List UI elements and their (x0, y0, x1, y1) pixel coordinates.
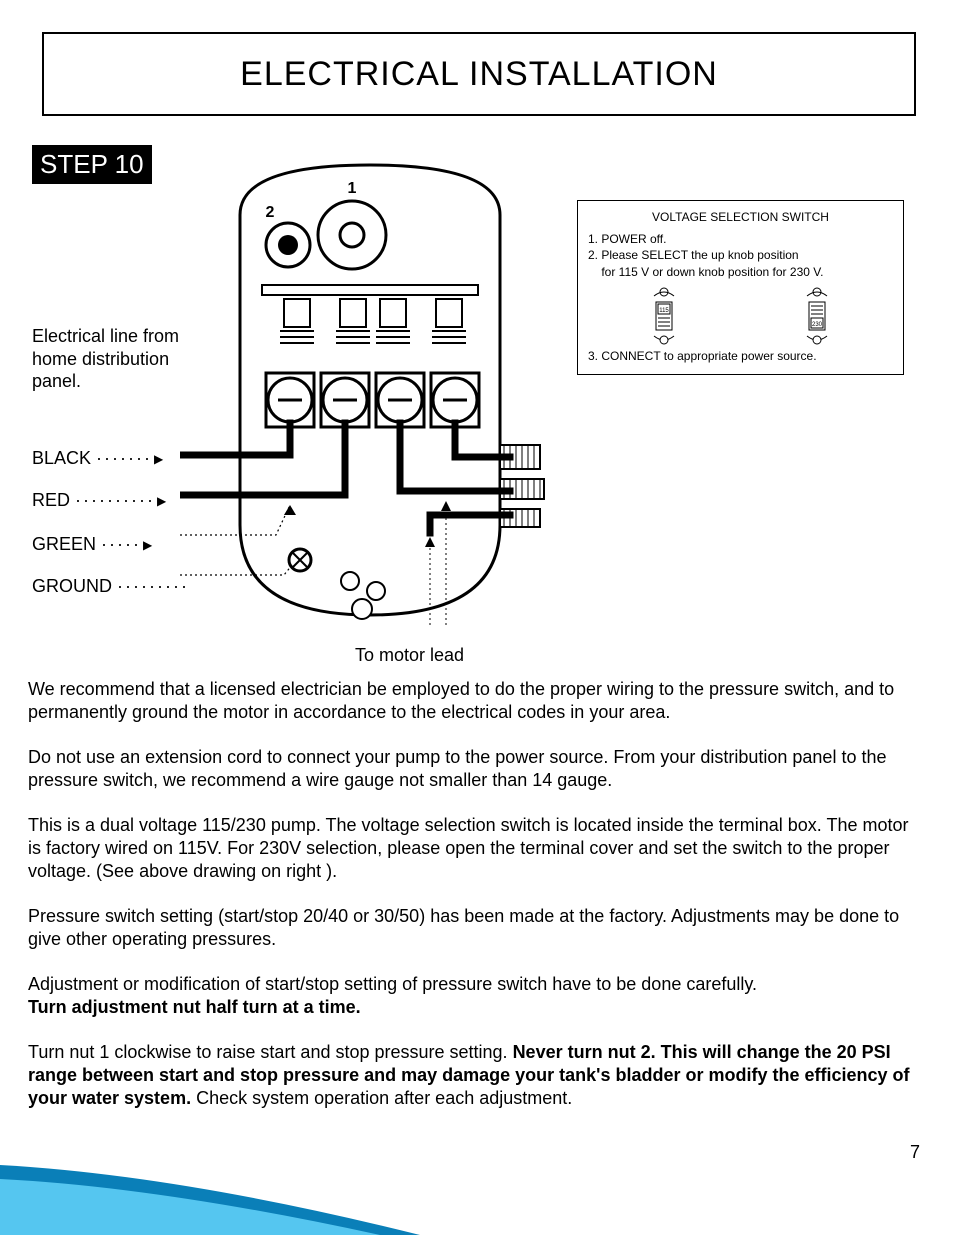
svg-text:230: 230 (812, 322, 823, 328)
panel-source-text: Electrical line from home distribution p… (32, 325, 212, 393)
arrow-icon (141, 534, 152, 554)
switch-230-icon: 230 (797, 286, 837, 346)
footer-swoosh (0, 1165, 420, 1235)
leader-dots: ········· (117, 576, 189, 596)
wire-green: GREEN ····· (32, 534, 152, 555)
para-5a: Adjustment or modification of start/stop… (28, 974, 757, 994)
voltage-title: VOLTAGE SELECTION SWITCH (588, 209, 893, 225)
step-badge: STEP 10 (32, 145, 152, 184)
para-3: This is a dual voltage 115/230 pump. The… (28, 814, 926, 883)
para-4: Pressure switch setting (start/stop 20/4… (28, 905, 926, 951)
switch-illustrations: 115 230 (588, 286, 893, 346)
body-text: We recommend that a licensed electrician… (28, 678, 926, 1132)
para-6c: Check system operation after each adjust… (191, 1088, 572, 1108)
wire-green-text: GREEN (32, 534, 96, 554)
page-number-text: 7 (910, 1142, 920, 1162)
voltage-line2a: 2. Please SELECT the up knob position (588, 247, 893, 263)
title-text: ELECTRICAL INSTALLATION (240, 55, 718, 94)
voltage-line2b: for 115 V or down knob position for 230 … (588, 264, 893, 280)
para-5: Adjustment or modification of start/stop… (28, 973, 926, 1019)
voltage-line3: 3. CONNECT to appropriate power source. (588, 348, 893, 364)
motor-lead-label: To motor lead (355, 645, 464, 666)
leader-dots: ····· (101, 534, 141, 554)
page-number: 7 (910, 1142, 920, 1163)
wiring-diagram: 1 2 (180, 155, 560, 625)
nut2-label: 2 (266, 204, 275, 221)
switch-115-icon: 115 (644, 286, 684, 346)
para-2: Do not use an extension cord to connect … (28, 746, 926, 792)
wire-red-text: RED (32, 490, 70, 510)
wire-black-text: BLACK (32, 448, 91, 468)
voltage-line1: 1. POWER off. (588, 231, 893, 247)
section-title: ELECTRICAL INSTALLATION (42, 32, 916, 116)
leader-dots: ······· (96, 448, 152, 468)
wire-ground-text: GROUND (32, 576, 112, 596)
voltage-selection-box: VOLTAGE SELECTION SWITCH 1. POWER off. 2… (577, 200, 904, 375)
motor-lead-text: To motor lead (355, 645, 464, 665)
svg-text:115: 115 (659, 308, 669, 314)
para-5b: Turn adjustment nut half turn at a time. (28, 997, 361, 1017)
wire-black: BLACK ······· (32, 448, 163, 469)
panel-source-label: Electrical line from home distribution p… (32, 326, 179, 391)
wire-red: RED ·········· (32, 490, 166, 511)
para-1: We recommend that a licensed electrician… (28, 678, 926, 724)
wire-ground: GROUND ········· (32, 576, 189, 597)
arrow-icon (152, 448, 163, 468)
step-label: STEP 10 (40, 149, 144, 179)
nut1-label: 1 (348, 180, 357, 197)
para-6: Turn nut 1 clockwise to raise start and … (28, 1041, 926, 1110)
para-6a: Turn nut 1 clockwise to raise start and … (28, 1042, 513, 1062)
arrow-icon (155, 490, 166, 510)
leader-dots: ·········· (75, 490, 155, 510)
